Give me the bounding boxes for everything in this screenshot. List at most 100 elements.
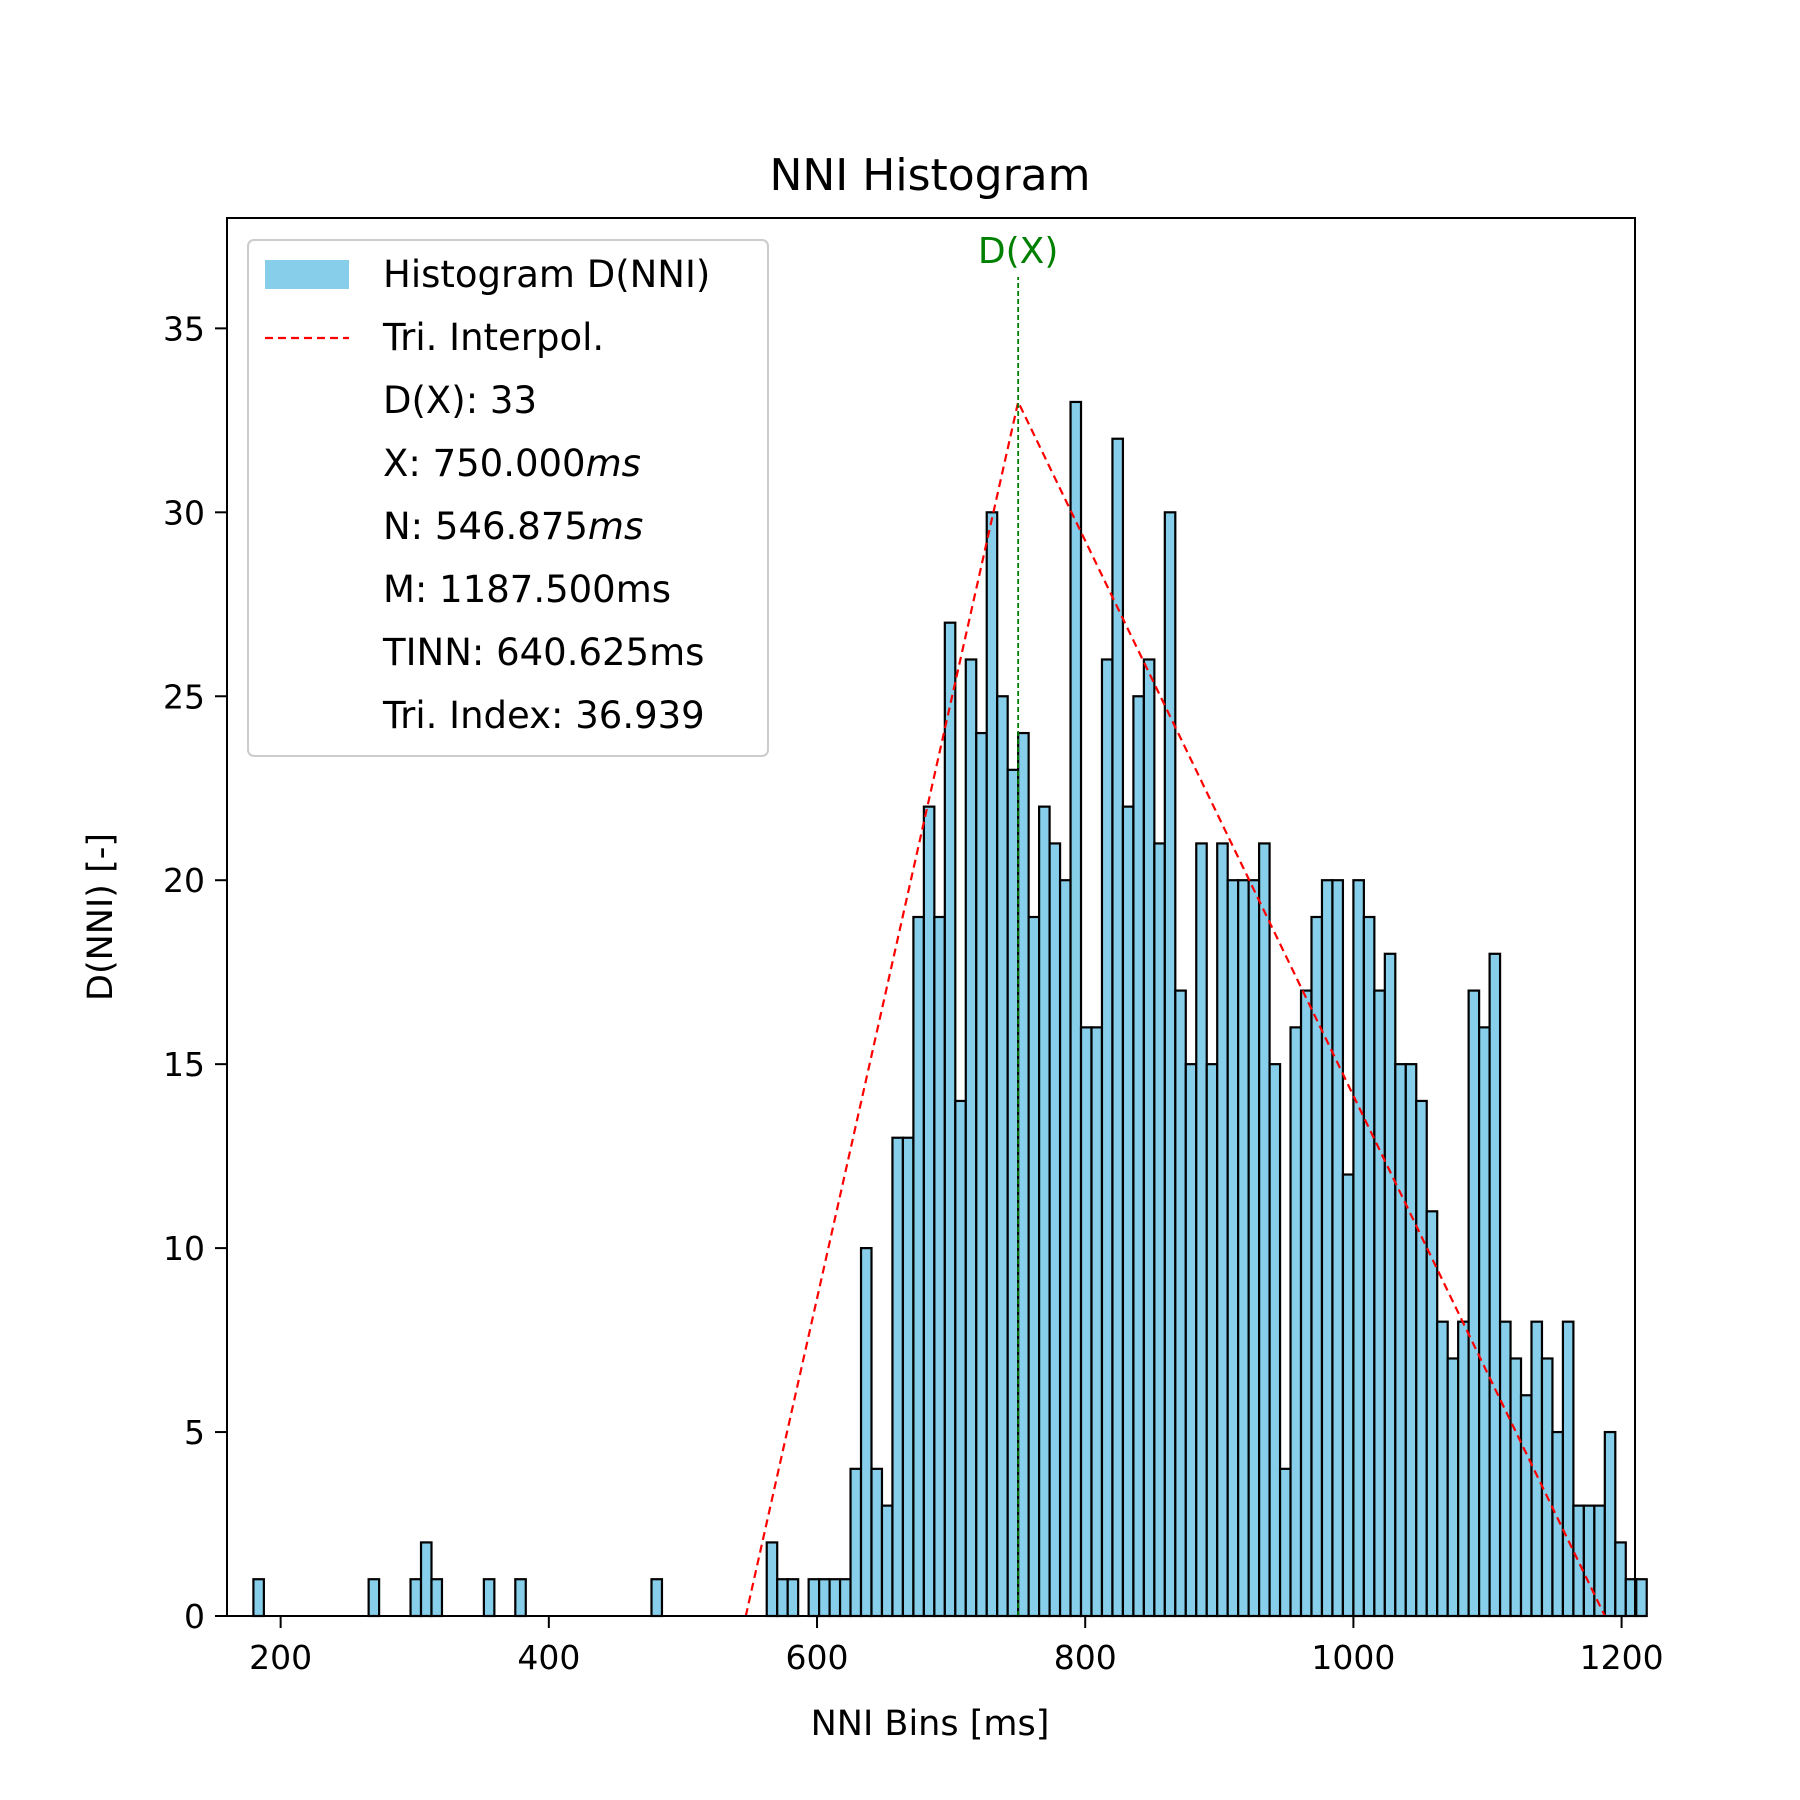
- histogram-bar: [1142, 658, 1156, 1618]
- legend: Histogram D(NNI) Tri. Interpol. D(X): 33 X:…: [247, 239, 769, 757]
- histogram-bar: [776, 1578, 789, 1618]
- histogram-bar: [252, 1578, 265, 1618]
- legend-entry: Tri. Index: 36.939: [382, 694, 705, 737]
- histogram-bar: [1205, 1063, 1219, 1618]
- histogram-bar: [482, 1578, 496, 1618]
- histogram-bar: [765, 1541, 779, 1618]
- histogram-bar: [828, 1578, 842, 1618]
- histogram-bar: [1017, 731, 1030, 1618]
- histogram-bar: [650, 1578, 664, 1618]
- y-tick-label: 10: [163, 1229, 205, 1268]
- histogram-bar: [838, 1578, 852, 1618]
- histogram-bar: [1582, 1504, 1596, 1618]
- histogram-bar: [1100, 658, 1114, 1618]
- y-tick-label: 5: [184, 1413, 205, 1452]
- histogram-bar: [1174, 989, 1187, 1618]
- histogram-bar: [954, 1099, 967, 1618]
- histogram-bar: [859, 1247, 873, 1618]
- x-tick-label: 1200: [1580, 1638, 1664, 1677]
- histogram-bar: [1331, 879, 1345, 1618]
- histogram-bar: [1153, 842, 1166, 1618]
- histogram-bar: [1425, 1210, 1439, 1618]
- histogram-bar: [1530, 1320, 1544, 1618]
- histogram-bar: [786, 1578, 800, 1618]
- histogram-bar: [1048, 842, 1062, 1618]
- legend-entry: TINN: 640.625ms: [382, 631, 704, 674]
- histogram-bar: [996, 695, 1009, 1618]
- histogram-bar: [1121, 805, 1135, 1618]
- histogram-bar: [933, 915, 946, 1618]
- x-axis-label: NNI Bins [ms]: [811, 1704, 1050, 1744]
- histogram-bar: [1289, 1026, 1303, 1618]
- histogram-bar: [1195, 842, 1208, 1618]
- histogram-bar: [1478, 1026, 1491, 1618]
- histogram-bar: [1603, 1430, 1617, 1618]
- x-tick-label: 600: [786, 1638, 849, 1677]
- histogram-bar: [1509, 1357, 1523, 1618]
- histogram-bar: [1268, 1063, 1282, 1618]
- histogram-bar: [901, 1136, 915, 1618]
- histogram-bar: [1467, 989, 1481, 1618]
- dx-marker-label: D(X): [978, 231, 1058, 272]
- x-tick-label: 200: [249, 1638, 312, 1677]
- histogram-bar: [1090, 1026, 1104, 1618]
- histogram-bar: [870, 1467, 884, 1618]
- histogram-bar: [1362, 915, 1376, 1618]
- chart-overlay: D(X): [744, 231, 1606, 1617]
- histogram-bar: [514, 1578, 527, 1618]
- histogram-bar: [880, 1504, 894, 1618]
- histogram-bar: [1278, 1467, 1292, 1618]
- histogram-bar: [1404, 1063, 1418, 1618]
- histogram-bar: [891, 1136, 905, 1618]
- histogram-bar: [1415, 1099, 1428, 1618]
- y-tick-label: 15: [163, 1045, 205, 1084]
- histogram-bar: [943, 621, 957, 1618]
- histogram-bar: [1258, 842, 1271, 1618]
- histogram-bar: [1320, 879, 1334, 1618]
- y-axis-label: D(NNI) [-]: [81, 833, 121, 1001]
- y-tick-label: 0: [184, 1597, 205, 1636]
- histogram-bar: [1299, 989, 1313, 1618]
- histogram-bar: [818, 1578, 831, 1618]
- histogram-bar: [975, 731, 988, 1618]
- histogram-bar: [1498, 1320, 1512, 1618]
- histogram-bar: [1352, 879, 1365, 1618]
- histogram-bar: [1111, 437, 1125, 1618]
- histogram-bar: [912, 915, 925, 1618]
- x-axis-ticks: 200 400 600 800 1000 1200: [249, 1616, 1664, 1677]
- chart-title: NNI Histogram: [769, 150, 1090, 201]
- histogram-bar: [1058, 879, 1072, 1618]
- legend-entry: D(X): 33: [383, 379, 537, 422]
- histogram-bar: [367, 1578, 381, 1618]
- histogram-bar: [1373, 989, 1386, 1618]
- histogram-bar: [1488, 952, 1502, 1618]
- histogram-bar: [1635, 1578, 1648, 1618]
- histogram-bar: [1383, 952, 1397, 1618]
- histogram-bar: [419, 1541, 433, 1618]
- histogram-bar: [1247, 879, 1261, 1618]
- y-tick-label: 30: [163, 493, 205, 532]
- histogram-bar: [1132, 695, 1145, 1618]
- histogram-bar: [1310, 915, 1324, 1618]
- histogram-bar: [849, 1467, 863, 1618]
- histogram-bar: [1614, 1541, 1627, 1618]
- legend-box: [247, 239, 769, 757]
- plot-frame: [226, 217, 1636, 1617]
- histogram-bar: [1519, 1394, 1533, 1618]
- histogram-bar: [1184, 1063, 1198, 1618]
- histogram-bar: [1446, 1357, 1460, 1618]
- histogram-bar: [1394, 1063, 1407, 1618]
- legend-entry: Histogram D(NNI): [383, 253, 710, 296]
- legend-entry: M: 1187.500ms: [383, 568, 671, 611]
- histogram-bar: [985, 511, 999, 1618]
- histogram-bar: [1237, 879, 1250, 1618]
- histogram-bar: [1163, 511, 1177, 1618]
- histogram-bar: [1593, 1504, 1606, 1618]
- legend-entry: Tri. Interpol.: [382, 316, 604, 359]
- histogram-bar: [430, 1578, 444, 1618]
- histogram-bar: [1436, 1320, 1449, 1618]
- histogram-bar: [1572, 1504, 1585, 1618]
- histogram-bars: [252, 400, 1648, 1618]
- y-tick-label: 25: [163, 677, 205, 716]
